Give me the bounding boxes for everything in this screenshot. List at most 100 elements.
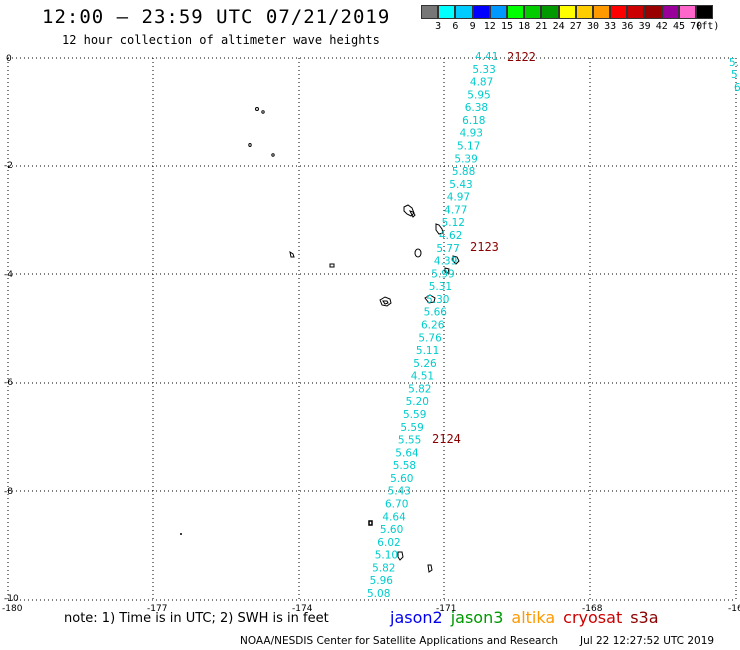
island xyxy=(397,551,404,561)
axis-ticks: -180 -177 -174 -171 -168 -16 0 -2 -4 -6 -8 -10 xyxy=(2,54,740,614)
legend-swatch xyxy=(678,5,696,19)
pass-number-label: 2123 xyxy=(470,240,499,254)
wave-height-value: 5.11 xyxy=(416,345,439,357)
wave-height-value: 5.59 xyxy=(400,422,423,434)
wave-height-value: 5.08 xyxy=(367,588,390,600)
y-tick-label: 0 xyxy=(6,54,12,64)
legend-label: 12 xyxy=(483,21,496,32)
y-tick-label: -4 xyxy=(4,270,13,280)
legend-swatch xyxy=(438,5,456,19)
satellite-label-cryosat: cryosat xyxy=(563,608,623,627)
wave-height-value: 6.38 xyxy=(465,102,488,114)
edge-values: 5.56 xyxy=(729,57,740,94)
wave-height-value: 5.20 xyxy=(406,396,429,408)
legend-label: 36 xyxy=(621,21,634,32)
legend-swatch xyxy=(455,5,473,19)
legend-label: 21 xyxy=(535,21,548,32)
legend-swatch xyxy=(541,5,559,19)
page-title: 12:00 — 23:59 UTC 07/21/2019 xyxy=(42,6,391,28)
wave-height-value: 5.12 xyxy=(442,217,465,229)
y-tick-label: -2 xyxy=(4,161,13,171)
x-tick-label: -168 xyxy=(582,604,603,614)
wave-height-value: 5.26 xyxy=(413,358,437,370)
satellite-label-jason2: jason2 xyxy=(390,608,443,627)
x-tick-label: -16 xyxy=(728,604,740,614)
island xyxy=(368,520,373,526)
island xyxy=(248,143,252,147)
y-tick-label: -8 xyxy=(4,487,13,497)
wave-height-value: 5.64 xyxy=(395,447,419,459)
x-tick-label: -177 xyxy=(147,604,167,614)
legend-swatch xyxy=(627,5,645,19)
legend-label: 42 xyxy=(655,21,668,32)
island xyxy=(427,564,433,573)
island xyxy=(261,110,265,114)
wave-height-value: 4.87 xyxy=(470,77,493,89)
legend-label: 70 xyxy=(690,21,703,32)
wave-height-value: 4.51 xyxy=(411,371,434,383)
legend-swatch xyxy=(524,5,542,19)
wave-height-values: 4.415.334.875.956.386.184.935.175.395.88… xyxy=(367,51,498,600)
wave-height-value: 6.70 xyxy=(385,499,408,511)
legend-swatch xyxy=(575,5,593,19)
legend-label: 39 xyxy=(638,21,651,32)
wave-height-value: 5.96 xyxy=(370,575,394,587)
page-subtitle: 12 hour collection of altimeter wave hei… xyxy=(62,33,380,47)
legend-swatch xyxy=(661,5,679,19)
legend-label: 9 xyxy=(469,21,476,32)
x-tick-label: -180 xyxy=(2,604,23,614)
edge-value: 5. xyxy=(729,57,739,69)
legend-swatch xyxy=(696,5,714,19)
wave-height-value: 5.17 xyxy=(457,141,480,153)
island xyxy=(435,223,444,235)
wave-height-value: 4.62 xyxy=(439,230,462,242)
legend-label: 15 xyxy=(500,21,514,32)
footer-credit: NOAA/NESDIS Center for Satellite Applica… xyxy=(240,635,558,647)
legend-label: 3 xyxy=(435,21,442,32)
legend-label: (ft) xyxy=(695,21,720,32)
wave-height-value: 5.76 xyxy=(418,332,442,344)
x-tick-label: -174 xyxy=(292,604,313,614)
legend-label: 33 xyxy=(604,21,617,32)
wave-height-value: 6.26 xyxy=(421,320,445,332)
legend-swatch xyxy=(558,5,576,19)
wave-height-value: 5.60 xyxy=(380,524,403,536)
island xyxy=(424,294,436,304)
island xyxy=(403,204,416,218)
wave-height-value: 4.39 xyxy=(434,256,457,268)
pass-number-label: 2122 xyxy=(507,50,536,64)
legend-swatch xyxy=(592,5,611,19)
wave-height-value: 5.66 xyxy=(424,307,448,319)
island xyxy=(379,296,392,307)
map-grid xyxy=(7,57,737,601)
wave-height-value: 5.60 xyxy=(390,473,413,485)
legend-label: 24 xyxy=(552,21,565,32)
island xyxy=(180,533,182,535)
satellite-legend: jason2 jason3 altika cryosat s3a xyxy=(390,608,667,627)
edge-value: 6 xyxy=(734,82,740,94)
legend-label: 6 xyxy=(452,21,459,32)
legend-swatch xyxy=(489,5,507,19)
footer-timestamp: Jul 22 12:27:52 UTC 2019 xyxy=(580,635,715,647)
legend-label: 45 xyxy=(672,21,686,32)
legend-label: 18 xyxy=(518,21,531,32)
island xyxy=(271,153,275,157)
wave-height-value: 5.31 xyxy=(429,281,452,293)
wave-height-value: 5.33 xyxy=(472,64,495,76)
x-tick-label: -171 xyxy=(436,604,456,614)
wave-height-value: 5.10 xyxy=(375,550,398,562)
wave-height-value: 5.82 xyxy=(372,562,395,574)
wave-height-value: 5.43 xyxy=(449,179,472,191)
y-tick-label: -6 xyxy=(4,378,13,388)
wave-height-value: 6.18 xyxy=(462,115,485,127)
legend-swatch xyxy=(610,5,628,19)
legend-swatches xyxy=(421,5,714,19)
island xyxy=(414,248,422,258)
wave-height-value: 5.95 xyxy=(467,89,490,101)
legend-labels: 3 6 9 12 15 18 21 24 27 30 33 36 39 42 45 70 (ft) xyxy=(421,19,719,33)
wave-height-value: 6.02 xyxy=(377,537,400,549)
satellite-label-jason3: jason3 xyxy=(450,608,504,627)
wave-height-value: 4.93 xyxy=(460,128,483,140)
legend-swatch xyxy=(421,5,439,19)
